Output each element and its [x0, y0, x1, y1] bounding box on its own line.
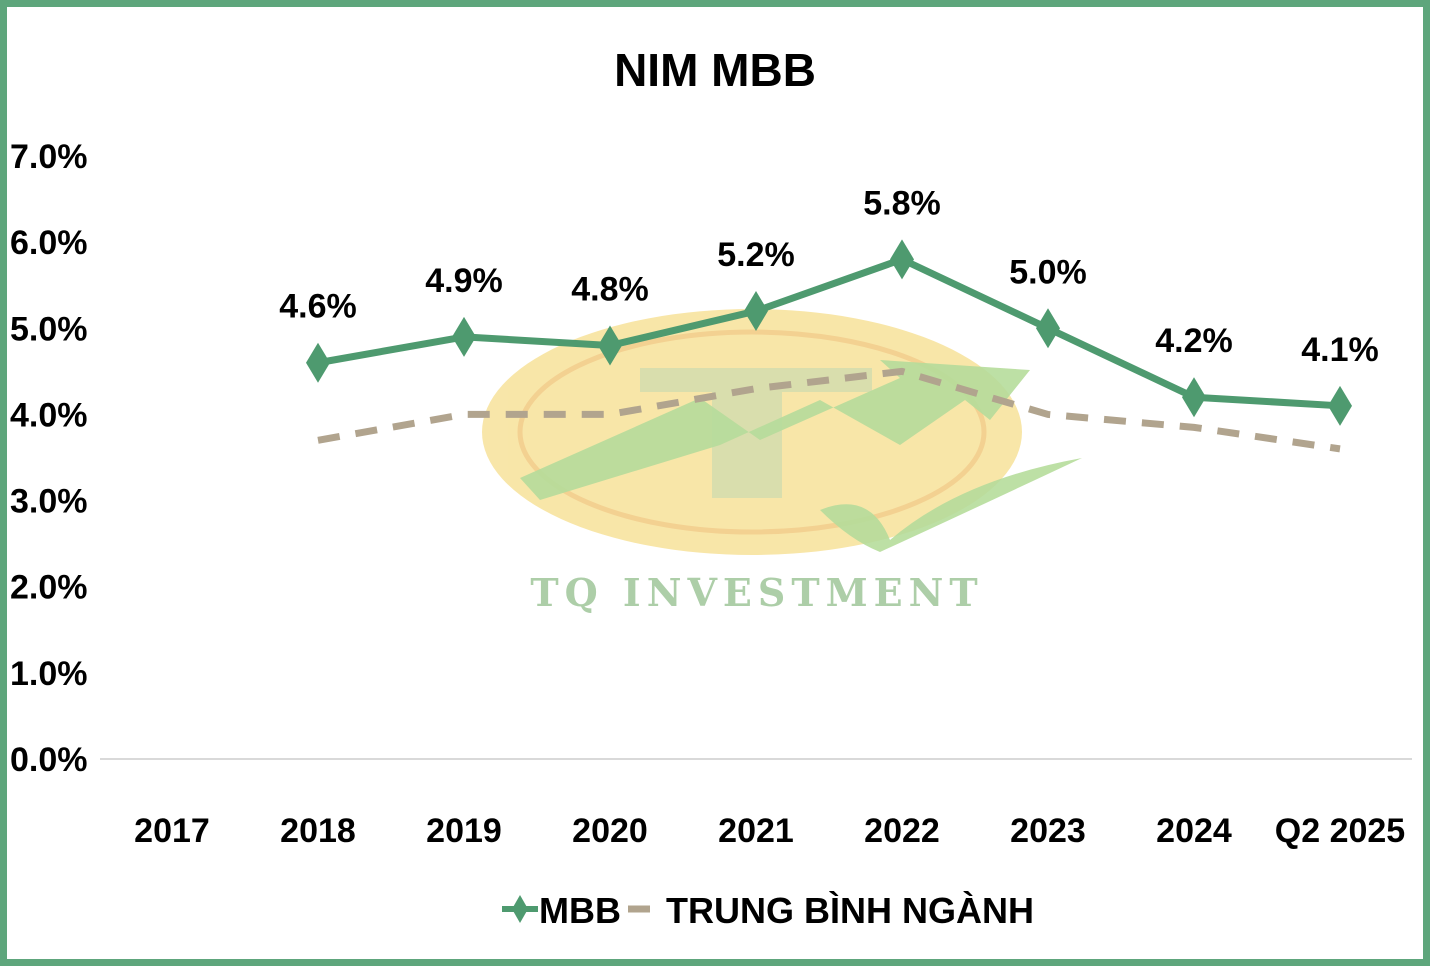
- x-tick-label: 2018: [280, 812, 356, 850]
- series-industry-average: [317, 367, 1341, 453]
- watermark-arrow: [520, 360, 1030, 500]
- y-axis-ticks: 0.0% 1.0% 2.0% 3.0% 4.0% 5.0% 6.0% 7.0%: [10, 138, 88, 779]
- legend: MBB TRUNG BÌNH NGÀNH: [502, 890, 1034, 931]
- mbb-point: [1036, 308, 1060, 349]
- y-tick-label: 0.0%: [10, 741, 88, 779]
- x-tick-label: 2019: [426, 812, 502, 850]
- watermark-check: [820, 458, 1082, 552]
- mbb-point: [452, 316, 476, 357]
- x-tick-label: 2023: [1010, 812, 1086, 850]
- mbb-point: [1182, 377, 1206, 418]
- mbb-data-label: 4.8%: [571, 271, 649, 309]
- x-tick-label: Q2 2025: [1275, 812, 1405, 850]
- x-axis-ticks: 2017 2018 2019 2020 2021 2022 2023 2024 Q2 2025: [134, 812, 1405, 850]
- legend-item-mbb: MBB: [502, 890, 621, 931]
- legend-item-industry-average: TRUNG BÌNH NGÀNH: [628, 890, 1034, 931]
- mbb-data-label: 5.2%: [717, 236, 795, 274]
- x-tick-label: 2020: [572, 812, 648, 850]
- mbb-data-label: 5.8%: [863, 184, 941, 222]
- watermark-logo: TQ INVESTMENT: [482, 309, 1082, 615]
- mbb-point: [744, 291, 768, 332]
- mbb-point: [1328, 385, 1352, 426]
- y-tick-label: 5.0%: [10, 310, 88, 348]
- mbb-point: [890, 239, 914, 280]
- y-tick-label: 2.0%: [10, 569, 88, 607]
- mbb-data-label: 4.6%: [279, 288, 357, 326]
- x-tick-label: 2021: [718, 812, 794, 850]
- mbb-line: [317, 255, 1341, 410]
- mbb-data-label: 4.1%: [1301, 331, 1379, 369]
- data-labels: 4.6% 4.9% 4.8% 5.2% 5.8% 5.0% 4.2% 4.1%: [279, 184, 1379, 368]
- y-tick-label: 3.0%: [10, 483, 88, 521]
- y-tick-label: 7.0%: [10, 138, 88, 176]
- legend-average-label: TRUNG BÌNH NGÀNH: [666, 890, 1034, 931]
- legend-mbb-label: MBB: [539, 890, 621, 931]
- y-tick-label: 6.0%: [10, 224, 88, 262]
- chart-title: NIM MBB: [614, 44, 816, 96]
- x-tick-label: 2024: [1156, 812, 1232, 850]
- average-line: [317, 367, 1341, 453]
- y-tick-label: 1.0%: [10, 655, 88, 693]
- legend-mbb-marker: [512, 895, 528, 923]
- y-tick-label: 4.0%: [10, 396, 88, 434]
- x-tick-label: 2017: [134, 812, 210, 850]
- mbb-point: [306, 342, 330, 383]
- mbb-data-label: 5.0%: [1009, 253, 1087, 291]
- mbb-data-label: 4.9%: [425, 262, 503, 300]
- watermark-text: TQ INVESTMENT: [530, 570, 983, 615]
- x-tick-label: 2022: [864, 812, 940, 850]
- watermark-coin-ring: [517, 329, 987, 535]
- mbb-data-label: 4.2%: [1155, 322, 1233, 360]
- series-mbb: [306, 239, 1352, 426]
- mbb-point: [598, 325, 622, 366]
